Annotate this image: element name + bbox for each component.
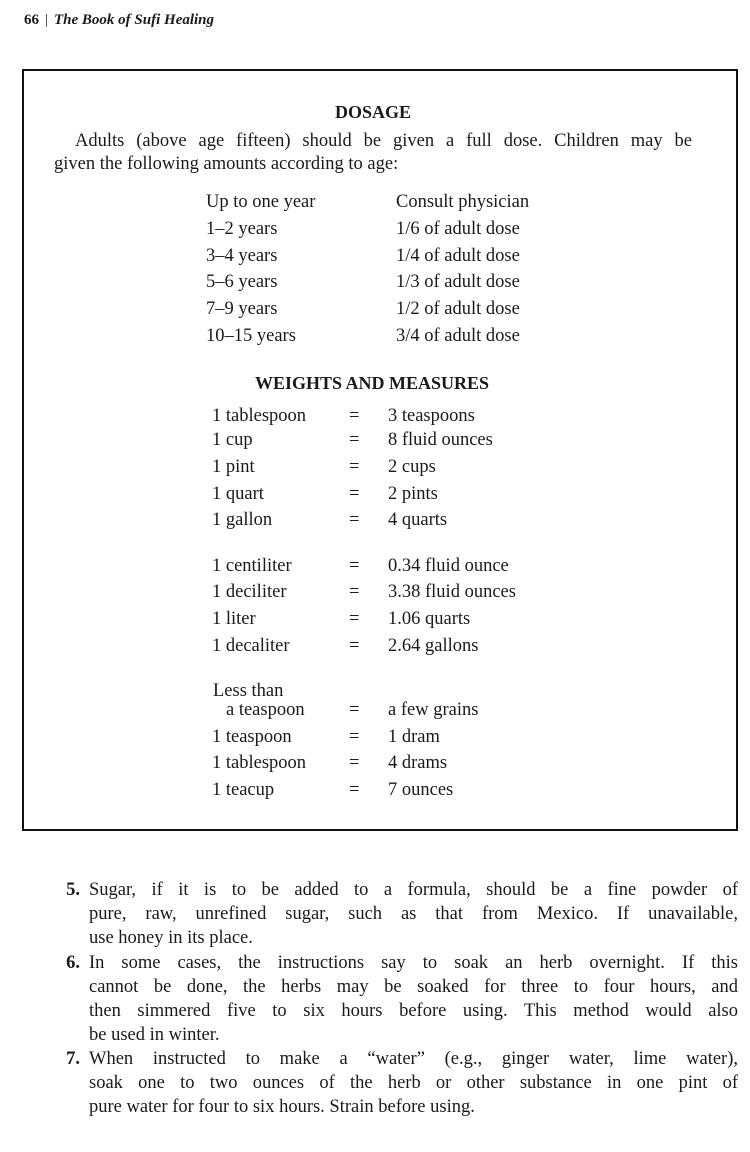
header-separator: | <box>45 12 49 28</box>
item-number: 6. <box>66 952 80 973</box>
weights-unit: Less than <box>213 681 284 701</box>
weights-unit: 1 pint <box>212 457 255 477</box>
equals-sign: = <box>349 780 360 800</box>
weights-unit: 1 centiliter <box>212 556 292 576</box>
equals-sign: = <box>349 484 360 504</box>
weights-value: 4 drams <box>388 753 448 773</box>
dosage-age: 7–9 years <box>206 299 278 319</box>
dosage-amount: 1/4 of adult dose <box>396 246 520 266</box>
running-header: 66 | The Book of Sufi Healing <box>24 12 214 29</box>
item-text-line: In some cases, the instructions say to s… <box>89 952 738 973</box>
dosage-age: 5–6 years <box>206 272 278 292</box>
weights-unit: a teaspoon <box>226 700 305 720</box>
equals-sign: = <box>349 556 360 576</box>
weights-unit: 1 decaliter <box>212 636 290 656</box>
dosage-age: 3–4 years <box>206 246 278 266</box>
item-text-line: cannot be done, the herbs may be soaked … <box>89 976 738 997</box>
weights-value: 1 dram <box>388 727 440 747</box>
dosage-amount: 1/2 of adult dose <box>396 299 520 319</box>
weights-unit: 1 gallon <box>212 510 273 530</box>
dosage-amount: Consult physician <box>396 192 530 212</box>
weights-unit: 1 teacup <box>212 780 275 800</box>
equals-sign: = <box>349 510 360 530</box>
weights-unit: 1 tablespoon <box>212 406 307 426</box>
dosage-intro-line: Adults (above age fifteen) should be giv… <box>75 131 692 151</box>
weights-value: 2 pints <box>388 484 438 504</box>
weights-unit: 1 tablespoon <box>212 753 307 773</box>
dosage-age: Up to one year <box>206 192 316 212</box>
weights-value: 3.38 fluid ounces <box>388 582 516 602</box>
item-text-line: pure water for four to six hours. Strain… <box>89 1097 475 1117</box>
dosage-weights-box <box>22 69 738 831</box>
dosage-age: 10–15 years <box>206 326 296 346</box>
page-number: 66 <box>24 12 39 28</box>
weights-unit: 1 cup <box>212 430 253 450</box>
item-text-line: then simmered five to six hours before u… <box>89 1000 738 1021</box>
book-title: The Book of Sufi Healing <box>54 12 215 28</box>
dosage-age: 1–2 years <box>206 219 278 239</box>
weights-unit: 1 deciliter <box>212 582 287 602</box>
item-number: 5. <box>66 880 80 900</box>
item-text-line: use honey in its place. <box>89 928 253 948</box>
equals-sign: = <box>349 636 360 656</box>
weights-title: WEIGHTS AND MEASURES <box>254 373 490 393</box>
dosage-intro-line: given the following amounts according to… <box>54 154 399 174</box>
equals-sign: = <box>349 753 360 773</box>
dosage-amount: 1/3 of adult dose <box>396 272 520 292</box>
equals-sign: = <box>349 430 360 450</box>
weights-value: 2 cups <box>388 457 436 477</box>
equals-sign: = <box>349 582 360 602</box>
equals-sign: = <box>349 700 360 720</box>
item-text-line: pure, raw, unrefined sugar, such as that… <box>89 904 738 924</box>
weights-unit: 1 liter <box>212 609 256 629</box>
dosage-amount: 1/6 of adult dose <box>396 219 520 239</box>
weights-unit: 1 teaspoon <box>212 727 292 747</box>
equals-sign: = <box>349 406 360 426</box>
weights-value: 3 teaspoons <box>388 406 475 426</box>
item-number: 7. <box>66 1049 80 1069</box>
weights-value: 7 ounces <box>388 780 454 800</box>
item-text-line: Sugar, if it is to be added to a formula… <box>89 880 738 900</box>
item-text-line: be used in winter. <box>89 1024 220 1045</box>
weights-value: 8 fluid ounces <box>388 430 493 450</box>
weights-value: 4 quarts <box>388 510 448 530</box>
weights-value: a few grains <box>388 700 479 720</box>
item-text-line: When instructed to make a “water” (e.g.,… <box>89 1049 738 1069</box>
weights-unit: 1 quart <box>212 484 264 504</box>
equals-sign: = <box>349 457 360 477</box>
item-text-line: soak one to two ounces of the herb or ot… <box>89 1073 738 1093</box>
dosage-title: DOSAGE <box>334 102 412 122</box>
weights-value: 0.34 fluid ounce <box>388 556 509 576</box>
weights-value: 2.64 gallons <box>388 636 479 656</box>
equals-sign: = <box>349 727 360 747</box>
weights-value: 1.06 quarts <box>388 609 471 629</box>
equals-sign: = <box>349 609 360 629</box>
dosage-amount: 3/4 of adult dose <box>396 326 520 346</box>
